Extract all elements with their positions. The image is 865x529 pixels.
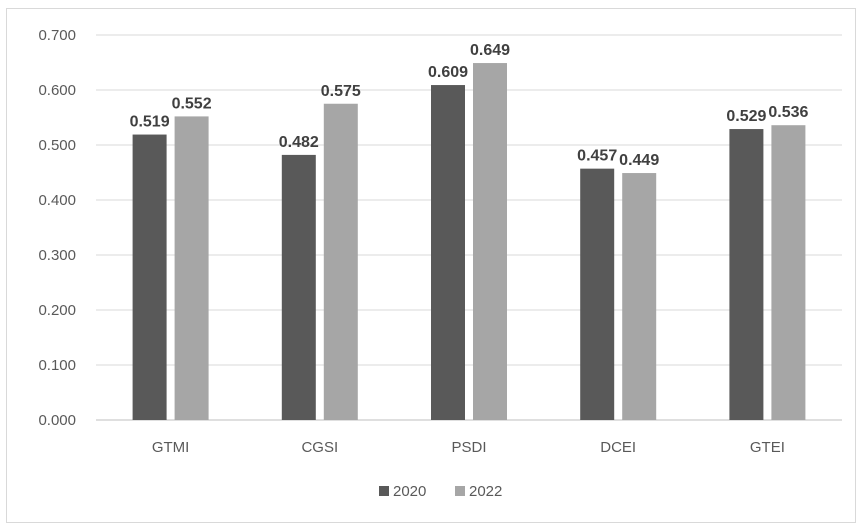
- y-tick-label: 0.000: [38, 412, 76, 429]
- bar-cgsi-2022: [323, 103, 358, 420]
- bar-gtei-2022: [771, 125, 806, 420]
- y-tick-label: 0.100: [38, 357, 76, 374]
- data-label-psdi-2020: 0.609: [428, 64, 468, 81]
- data-label-dcei-2022: 0.449: [619, 152, 659, 169]
- data-label-gtei-2020: 0.529: [726, 108, 766, 125]
- bar-dcei-2020: [580, 168, 615, 420]
- data-label-cgsi-2022: 0.575: [321, 83, 361, 100]
- y-tick-label: 0.200: [38, 302, 76, 319]
- x-category-label: PSDI: [451, 439, 486, 456]
- y-axis-ticks: 0.000 0.100 0.200 0.300 0.400 0.500 0.600 0.700: [38, 27, 76, 429]
- y-tick-label: 0.400: [38, 192, 76, 209]
- gridlines: [96, 34, 842, 421]
- x-category-label: CGSI: [301, 439, 338, 456]
- legend-swatch-2022: [455, 486, 465, 496]
- bars: [132, 63, 806, 421]
- x-category-label: DCEI: [600, 439, 636, 456]
- bar-psdi-2022: [473, 63, 507, 421]
- data-label-dcei-2020: 0.457: [577, 148, 617, 165]
- data-label-cgsi-2020: 0.482: [279, 134, 319, 151]
- legend-label-2020: 2020: [393, 483, 426, 500]
- legend: 2020 2022: [379, 483, 502, 500]
- bar-gtmi-2020: [132, 134, 167, 421]
- data-label-gtei-2022: 0.536: [768, 104, 808, 121]
- x-category-label: GTEI: [750, 439, 785, 456]
- y-tick-label: 0.700: [38, 27, 76, 44]
- y-tick-label: 0.600: [38, 82, 76, 99]
- bar-gtmi-2022: [174, 116, 209, 421]
- x-category-label: GTMI: [152, 439, 190, 456]
- bar-gtei-2020: [729, 129, 764, 421]
- legend-label-2022: 2022: [469, 483, 502, 500]
- data-label-gtmi-2020: 0.519: [130, 114, 170, 131]
- data-label-psdi-2022: 0.649: [470, 42, 510, 59]
- data-label-gtmi-2022: 0.552: [172, 95, 212, 112]
- x-axis-categories: GTMI CGSI PSDI DCEI GTEI: [152, 439, 785, 456]
- bar-psdi-2020: [431, 85, 465, 421]
- bar-dcei-2022: [622, 173, 657, 420]
- bar-cgsi-2020: [281, 154, 316, 420]
- y-tick-label: 0.300: [38, 247, 76, 264]
- y-tick-label: 0.500: [38, 137, 76, 154]
- legend-swatch-2020: [379, 486, 389, 496]
